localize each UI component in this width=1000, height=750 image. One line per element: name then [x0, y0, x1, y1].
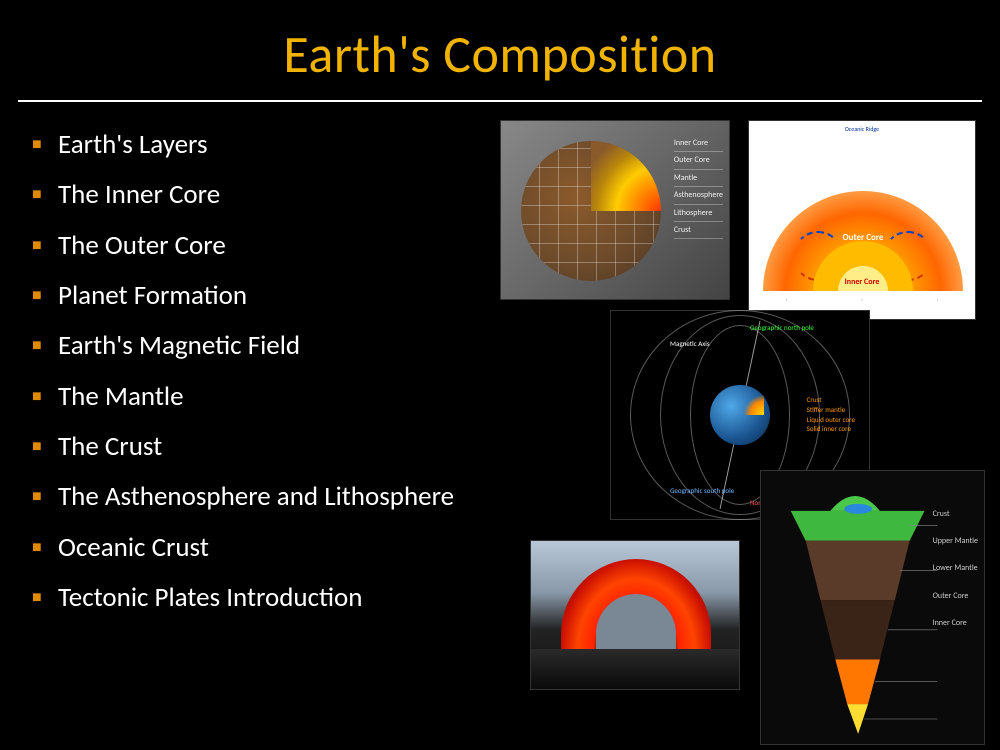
bullet-list: Earth's Layers The Inner Core The Outer …: [30, 120, 490, 629]
layer-label: Outer Core: [674, 152, 723, 169]
bullet-item: The Crust: [30, 428, 490, 466]
earth-cutaway-diagram: Inner Core Outer Core Mantle Asthenosphe…: [500, 120, 730, 300]
diagram-label: Crust Stiffer mantle Liquid outer core S…: [807, 395, 855, 434]
layer-label: Outer Core: [933, 583, 978, 610]
diagram-label: Geographic north pole: [750, 323, 814, 332]
bullet-item: Oceanic Crust: [30, 529, 490, 567]
image-cluster: Inner Core Outer Core Mantle Asthenosphe…: [490, 120, 970, 629]
lava-photo: [530, 540, 740, 690]
layer-label: Inner Core: [674, 135, 723, 152]
title-divider: [18, 100, 982, 102]
diagram-label: Geographic south pole: [670, 486, 734, 495]
bullet-item: The Inner Core: [30, 176, 490, 214]
diagram-label: Outer Core: [843, 232, 884, 243]
inverted-pyramid-diagram: Crust Upper Mantle Lower Mantle Outer Co…: [760, 470, 985, 745]
bullet-item: The Outer Core: [30, 227, 490, 265]
diagram-label: Inner Core: [845, 277, 880, 287]
bullet-item: Earth's Layers: [30, 126, 490, 164]
layer-label: Lower Mantle: [933, 555, 978, 582]
content-area: Earth's Layers The Inner Core The Outer …: [0, 120, 1000, 629]
layer-label: Inner Core: [933, 610, 978, 637]
layer-label: Mantle: [674, 170, 723, 187]
layer-label: Upper Mantle: [933, 528, 978, 555]
slide-title: Earth's Composition: [0, 0, 1000, 100]
diagram-label: Oceanic Ridge: [845, 125, 879, 133]
bullet-item: Tectonic Plates Introduction: [30, 579, 490, 617]
layer-label: Crust: [674, 222, 723, 239]
bullet-item: The Mantle: [30, 378, 490, 416]
diagram-label: Magnetic Axis: [670, 339, 710, 348]
layer-label: Crust: [933, 501, 978, 528]
layer-label: Lithosphere: [674, 205, 723, 222]
bullet-item: Planet Formation: [30, 277, 490, 315]
bullet-item: The Asthenosphere and Lithosphere: [30, 478, 490, 516]
bullet-item: Earth's Magnetic Field: [30, 327, 490, 365]
convection-diagram: Oceanic Ridge Outer Core Inner Core ···: [748, 120, 976, 320]
layer-label: Asthenosphere: [674, 187, 723, 204]
